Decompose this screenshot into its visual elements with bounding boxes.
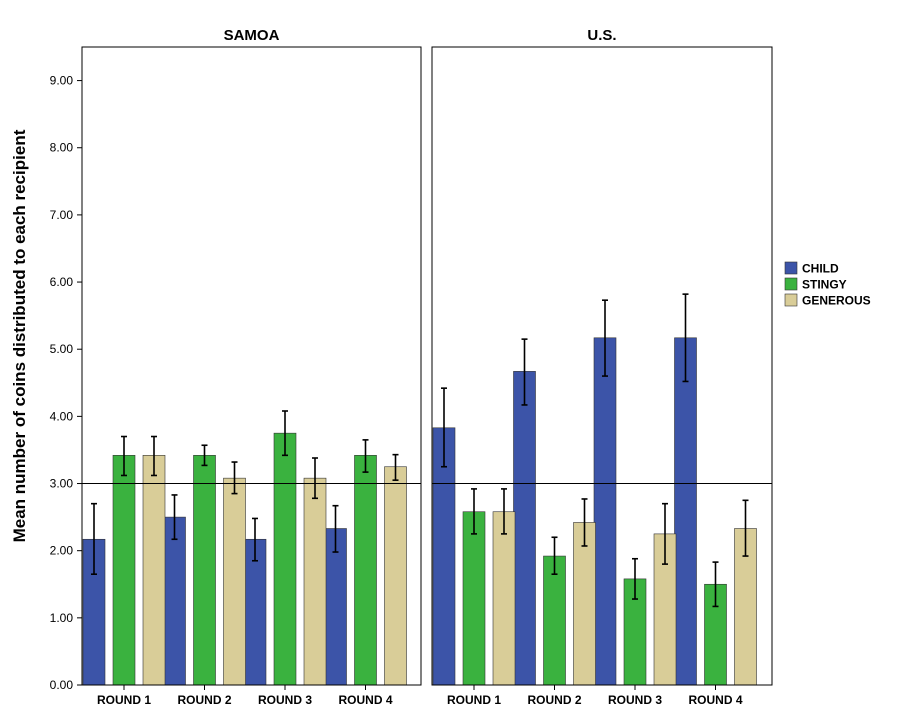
bar-generous xyxy=(223,477,246,686)
bar-stingy xyxy=(543,555,566,686)
bar-generous xyxy=(384,466,407,686)
x-tick-label: ROUND 1 xyxy=(97,693,151,707)
bar-generous xyxy=(303,477,327,686)
bar-stingy xyxy=(462,511,486,686)
y-tick-label: 2.00 xyxy=(50,544,74,558)
bar-child xyxy=(674,337,697,686)
y-tick-label: 4.00 xyxy=(50,409,74,423)
y-tick-label: 7.00 xyxy=(50,208,74,222)
legend-label-child: CHILD xyxy=(802,262,839,276)
legend-label-generous: GENEROUS xyxy=(802,294,871,308)
y-tick-label: 8.00 xyxy=(50,141,74,155)
bar-child xyxy=(163,516,186,686)
x-tick-label: ROUND 4 xyxy=(688,693,742,707)
bar-stingy xyxy=(112,455,136,686)
legend-label-stingy: STINGY xyxy=(802,278,847,292)
bar-child xyxy=(513,371,536,686)
y-tick-label: 9.00 xyxy=(50,74,74,88)
panel-title: U.S. xyxy=(587,27,616,44)
x-tick-label: ROUND 3 xyxy=(258,693,312,707)
y-tick-label: 3.00 xyxy=(50,477,74,491)
bar-generous xyxy=(142,455,166,686)
x-tick-label: ROUND 2 xyxy=(177,693,231,707)
x-tick-label: ROUND 1 xyxy=(447,693,501,707)
bar-generous xyxy=(573,522,596,686)
bar-child xyxy=(593,337,617,686)
panel-frame xyxy=(431,46,773,686)
x-tick-label: ROUND 4 xyxy=(338,693,392,707)
bar-stingy xyxy=(354,455,377,686)
legend-swatch-generous xyxy=(784,293,798,307)
y-axis-label: Mean number of coins distributed to each… xyxy=(10,129,29,542)
x-tick-label: ROUND 3 xyxy=(608,693,662,707)
y-tick-label: 6.00 xyxy=(50,275,74,289)
y-tick-label: 5.00 xyxy=(50,342,74,356)
bar-stingy xyxy=(193,455,216,686)
x-tick-label: ROUND 2 xyxy=(527,693,581,707)
y-tick-label: 1.00 xyxy=(50,611,74,625)
y-tick-label: 0.00 xyxy=(50,678,74,692)
bar-generous xyxy=(492,511,516,686)
legend-swatch-stingy xyxy=(784,277,798,291)
panel-frame xyxy=(81,46,422,686)
legend-swatch-child xyxy=(784,261,798,275)
panel-title: SAMOA xyxy=(224,27,280,44)
bar-stingy xyxy=(273,432,297,686)
